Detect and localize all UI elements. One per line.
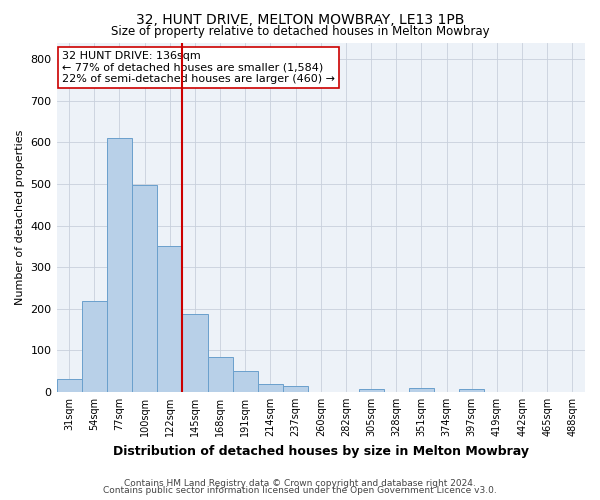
- Bar: [107, 138, 132, 392]
- Text: Size of property relative to detached houses in Melton Mowbray: Size of property relative to detached ho…: [110, 25, 490, 38]
- Bar: [82, 301, 107, 392]
- Text: Contains public sector information licensed under the Open Government Licence v3: Contains public sector information licen…: [103, 486, 497, 495]
- Bar: [132, 185, 157, 392]
- Text: Contains HM Land Registry data © Crown copyright and database right 2024.: Contains HM Land Registry data © Crown c…: [124, 478, 476, 488]
- Bar: [56, 380, 82, 392]
- Text: 32 HUNT DRIVE: 136sqm
← 77% of detached houses are smaller (1,584)
22% of semi-d: 32 HUNT DRIVE: 136sqm ← 77% of detached …: [62, 51, 335, 84]
- Bar: [208, 357, 233, 392]
- Bar: [233, 371, 258, 392]
- Text: 32, HUNT DRIVE, MELTON MOWBRAY, LE13 1PB: 32, HUNT DRIVE, MELTON MOWBRAY, LE13 1PB: [136, 12, 464, 26]
- Bar: [459, 389, 484, 392]
- Bar: [182, 314, 208, 392]
- Bar: [283, 386, 308, 392]
- Bar: [359, 388, 383, 392]
- Y-axis label: Number of detached properties: Number of detached properties: [15, 130, 25, 305]
- Bar: [157, 246, 182, 392]
- Bar: [258, 384, 283, 392]
- Bar: [409, 388, 434, 392]
- X-axis label: Distribution of detached houses by size in Melton Mowbray: Distribution of detached houses by size …: [113, 444, 529, 458]
